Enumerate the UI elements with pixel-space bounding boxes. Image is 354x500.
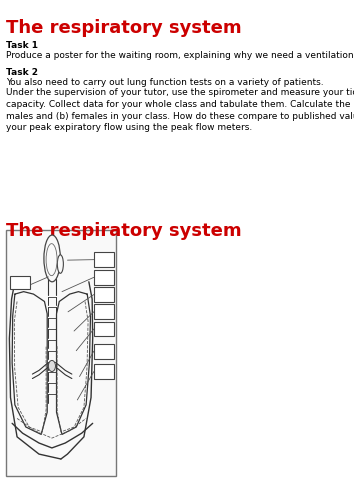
Text: Task 2: Task 2 xyxy=(6,68,38,77)
Text: Produce a poster for the waiting room, explaining why we need a ventilation syst: Produce a poster for the waiting room, e… xyxy=(6,51,354,60)
Bar xyxy=(11,276,30,289)
Text: The respiratory system: The respiratory system xyxy=(6,19,242,37)
Ellipse shape xyxy=(57,255,63,274)
Text: Under the supervision of your tutor, use the spirometer and measure your tidal v: Under the supervision of your tutor, use… xyxy=(6,88,354,132)
Bar xyxy=(94,344,114,358)
Bar xyxy=(6,230,116,476)
Text: The respiratory system: The respiratory system xyxy=(6,222,242,240)
Bar xyxy=(94,252,114,267)
Ellipse shape xyxy=(48,360,56,372)
Bar xyxy=(94,270,114,285)
Text: You also need to carry out lung function tests on a variety of patients.: You also need to carry out lung function… xyxy=(6,78,324,87)
Text: Task 1: Task 1 xyxy=(6,41,38,50)
Bar xyxy=(94,287,114,302)
Bar xyxy=(94,304,114,319)
Bar xyxy=(94,322,114,336)
Bar xyxy=(94,364,114,379)
Ellipse shape xyxy=(46,244,57,276)
Ellipse shape xyxy=(44,235,60,282)
